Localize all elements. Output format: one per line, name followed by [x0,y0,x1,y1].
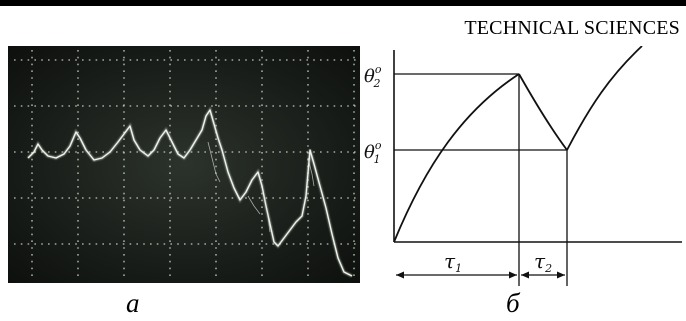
journal-section-header: TECHNICAL SCIENCES [464,17,680,39]
tau1-arrowhead-left [396,271,404,279]
oscilloscope-photo [8,46,360,283]
theta1-label: θo 1 [364,139,382,166]
tau1-arrowhead-right [509,271,517,279]
panel-a-caption: a [126,288,140,318]
scope-trace-noise [207,141,315,233]
panel-b-caption: б [506,288,520,318]
cooling-curve [518,73,568,151]
tau2-arrowhead-right [557,271,565,279]
tau2-label: τ2 [534,249,552,275]
top-rule [0,0,686,6]
reheating-curve [566,46,643,151]
scope-grid [14,50,358,278]
tau2-arrowhead-left [521,271,529,279]
tau1-label: τ1 [444,249,462,275]
heating-curve [393,73,520,243]
scope-trace [27,109,353,277]
theta2-label: θo 2 [364,63,382,90]
temperature-cycle-diagram: θo 2 θo 1 τ1 τ2 [364,46,682,286]
